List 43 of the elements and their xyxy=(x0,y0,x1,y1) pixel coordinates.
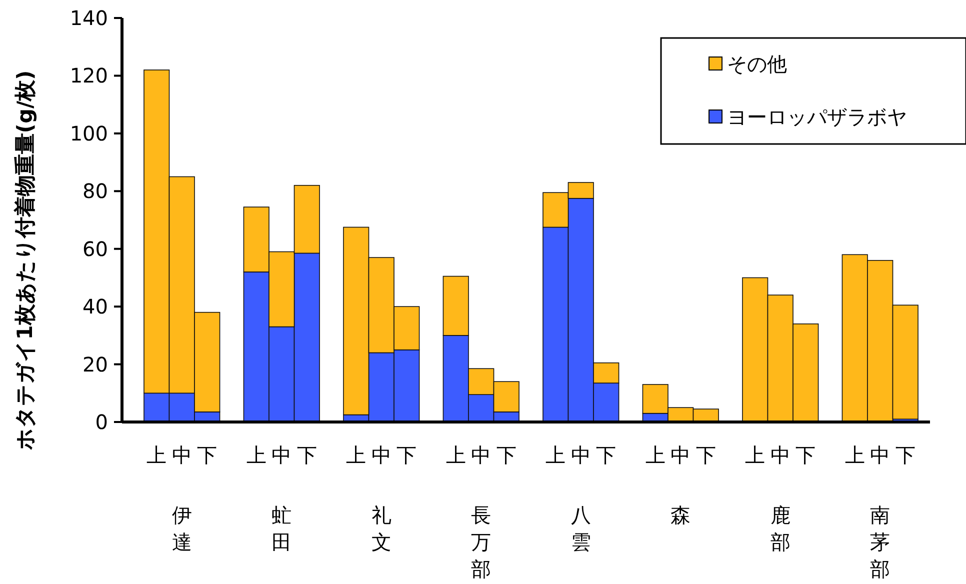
text: 森 xyxy=(670,503,691,527)
text: 礼文 xyxy=(371,503,392,554)
x-tick-label: 下 xyxy=(396,443,417,467)
text: 長万部 xyxy=(471,503,492,581)
x-tick-label: 下 xyxy=(197,443,218,467)
x-tick-label: 中 xyxy=(471,443,492,467)
x-tick-label: 下 xyxy=(796,443,816,467)
text: 伊達 xyxy=(172,503,192,554)
x-tick-label: 上 xyxy=(745,443,766,467)
x-tick-label: 中 xyxy=(870,443,890,467)
x-tick-label: 上 xyxy=(546,443,566,467)
text: 鹿部 xyxy=(770,503,790,554)
x-tick-label: 下 xyxy=(496,443,516,467)
y-tick-label: 80 xyxy=(82,179,108,204)
y-tick-label: 20 xyxy=(82,352,108,376)
y-tick-label: 60 xyxy=(82,236,108,261)
y-tick-label: 40 xyxy=(82,294,108,319)
text: 南茅部 xyxy=(870,503,890,581)
y-tick-label: 100 xyxy=(70,121,108,146)
x-tick-label: 下 xyxy=(696,443,716,467)
x-tick-label: 下 xyxy=(596,443,616,467)
x-tick-label: 下 xyxy=(296,443,317,467)
x-tick-label: 上 xyxy=(146,443,167,467)
legend-label: その他 xyxy=(727,52,787,76)
x-tick-label: 上 xyxy=(844,443,865,467)
text: 虻田 xyxy=(272,503,292,554)
x-tick-label: 中 xyxy=(172,443,192,467)
y-tick-label: 0 xyxy=(95,410,108,434)
x-tick-label: 中 xyxy=(670,443,691,467)
x-tick-label: 下 xyxy=(895,443,916,467)
x-tick-label: 上 xyxy=(446,443,466,467)
x-tick-label: 上 xyxy=(246,443,266,467)
y-tick-label: 140 xyxy=(70,6,108,30)
y-tick-label: 120 xyxy=(70,64,108,88)
x-tick-label: 上 xyxy=(346,443,366,467)
x-tick-label: 中 xyxy=(272,443,292,467)
x-tick-label: 上 xyxy=(645,443,666,467)
x-tick-label: 中 xyxy=(770,443,790,467)
x-tick-label: 中 xyxy=(371,443,392,467)
y-axis-title: ホタテガイ1枚あたり付着物重量(g/枚) xyxy=(13,70,37,451)
x-tick-label: 中 xyxy=(570,443,591,467)
legend-label: ヨーロッパザラボヤ xyxy=(727,105,907,129)
text: 八雲 xyxy=(570,503,591,554)
